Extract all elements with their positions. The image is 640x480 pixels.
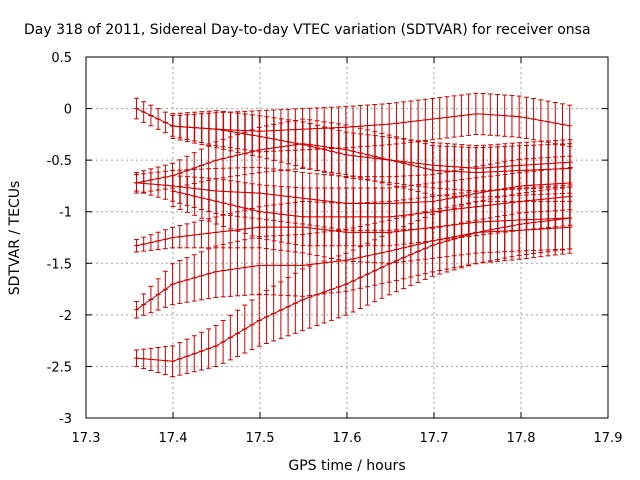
- series-line: [172, 125, 571, 169]
- y-tick-label: -2: [59, 309, 72, 324]
- x-tick-label: 17.3: [72, 431, 101, 446]
- chart-title: Day 318 of 2011, Sidereal Day-to-day VTE…: [24, 22, 591, 38]
- x-tick-label: 17.4: [159, 431, 188, 446]
- y-tick-label: -3: [59, 412, 72, 427]
- y-tick-label: 0.5: [51, 51, 72, 66]
- error-bar-series: [133, 92, 573, 378]
- y-tick-label: -2.5: [47, 360, 72, 375]
- x-tick-label: 17.8: [507, 431, 536, 446]
- x-tick-label: 17.7: [420, 431, 449, 446]
- series-satellite-track-H: [133, 186, 573, 378]
- axis-ticks: 17.3 17.4 17.5 17.6 17.7 17.8 17.9 0.5 0 -0.5 -1 -1…: [47, 51, 623, 446]
- y-tick-label: -1.5: [47, 257, 72, 272]
- x-tick-label: 17.5: [246, 431, 275, 446]
- x-tick-label: 17.9: [594, 431, 623, 446]
- x-tick-label: 17.6: [333, 431, 362, 446]
- y-tick-label: 0: [64, 103, 72, 118]
- series-line: [172, 190, 571, 218]
- series-line: [136, 217, 570, 362]
- y-tick-label: -1: [59, 206, 72, 221]
- y-tick-label: -0.5: [47, 154, 72, 169]
- x-axis-label: GPS time / hours: [288, 458, 405, 474]
- y-axis-label: SDTVAR / TECUs: [7, 181, 23, 296]
